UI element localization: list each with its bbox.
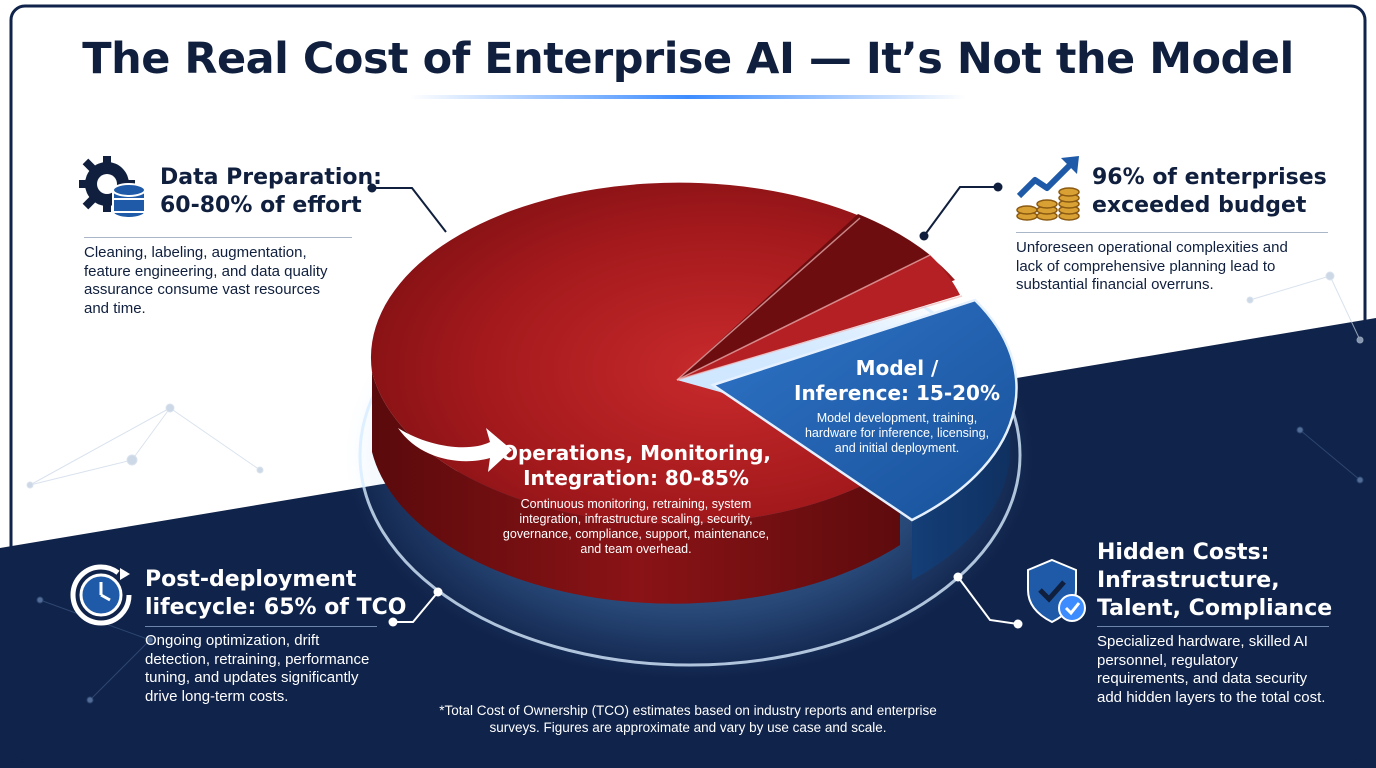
gear-database-icon — [77, 152, 149, 224]
chart-coins-icon — [1015, 154, 1083, 224]
budget-text: Unforeseen operational complexities and … — [1016, 239, 1288, 293]
post-deploy-divider — [145, 626, 377, 627]
hidden-costs-heading: Hidden Costs: Infrastructure, Talent, Co… — [1097, 540, 1333, 621]
post-deploy-text: Ongoing optimization, drift detection, r… — [145, 632, 370, 705]
slice-title-operations-2: Integration: 80-85% — [523, 466, 749, 490]
slice-label-model-inference: Model / Inference: 15-20% Model developm… — [787, 356, 1007, 456]
slice-label-operations: Operations, Monitoring, Integration: 80-… — [486, 441, 786, 557]
pie-arrow — [398, 428, 512, 472]
post-deploy-heading: Post-deployment lifecycle: 65% of TCO — [145, 567, 407, 620]
clock-cycle-icon — [68, 562, 134, 628]
slice-title-model-2: Inference: 15-20% — [794, 381, 1000, 405]
data-prep-heading: Data Preparation: 60-80% of effort — [160, 165, 382, 218]
data-prep-text: Cleaning, labeling, augmentation, featur… — [84, 244, 328, 317]
hidden-costs-divider — [1097, 626, 1329, 627]
budget-heading: 96% of enterprises exceeded budget — [1092, 165, 1327, 218]
budget-divider — [1016, 232, 1328, 233]
hidden-costs-text: Specialized hardware, skilled AI personn… — [1097, 633, 1326, 706]
slice-title-operations-1: Operations, Monitoring, — [500, 441, 771, 465]
page-title: The Real Cost of Enterprise AI — It’s No… — [82, 34, 1294, 84]
slice-title-model-1: Model / — [855, 356, 939, 380]
shield-check-icon — [1026, 558, 1088, 624]
pie-slice-model-inference — [710, 298, 1018, 580]
data-prep-divider — [84, 237, 352, 238]
footnote: *Total Cost of Ownership (TCO) estimates… — [439, 703, 937, 735]
